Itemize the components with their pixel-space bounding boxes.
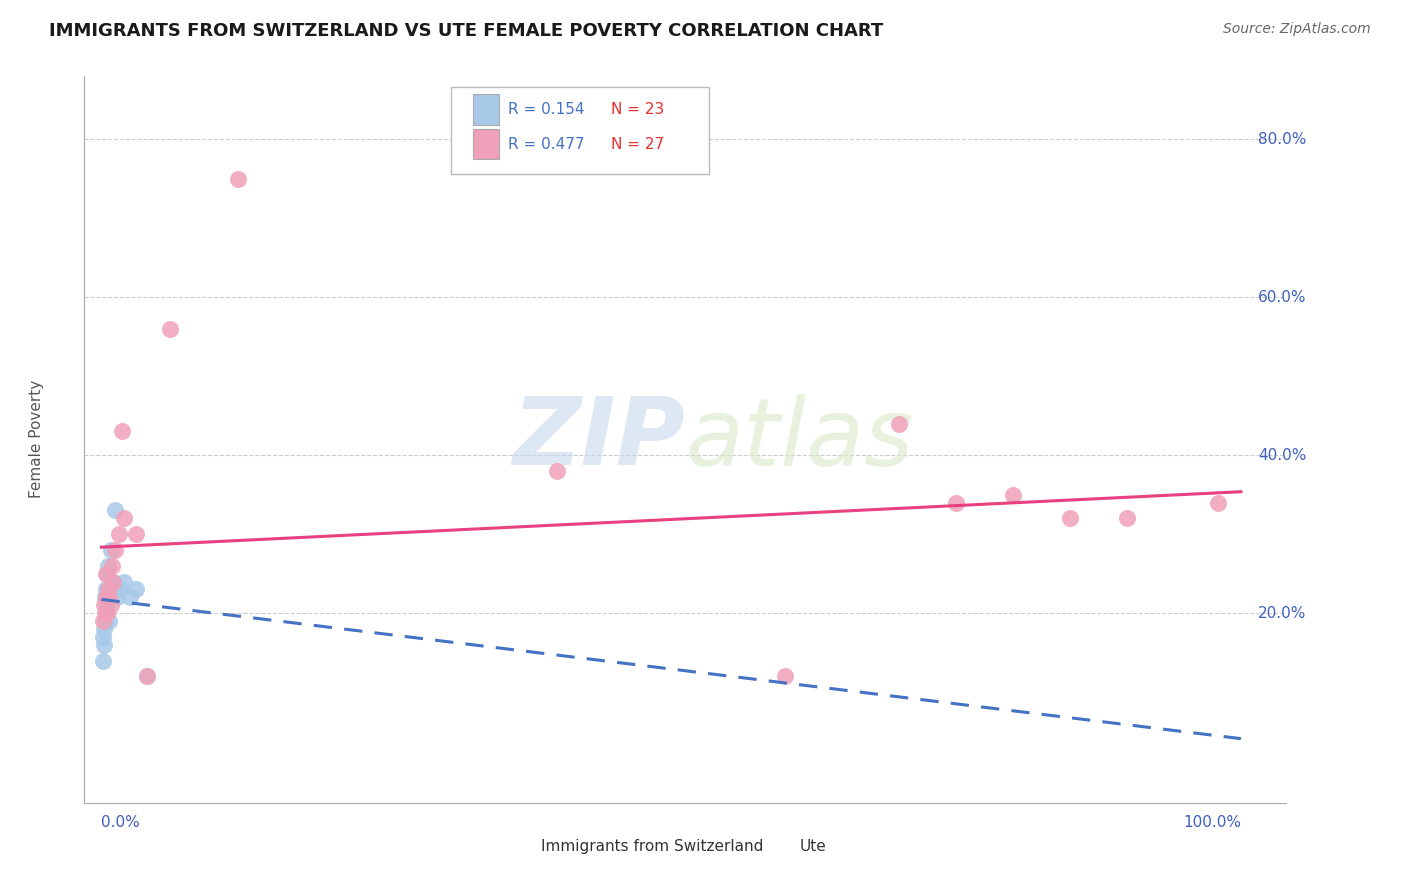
FancyBboxPatch shape — [451, 87, 710, 174]
Text: 0.0%: 0.0% — [101, 814, 141, 830]
Point — [136, 669, 159, 683]
Point — [98, 614, 121, 628]
Text: Female Poverty: Female Poverty — [28, 380, 44, 499]
Text: 100.0%: 100.0% — [1182, 814, 1241, 830]
Point — [97, 558, 120, 573]
Point — [546, 464, 568, 478]
Point — [100, 599, 122, 613]
Point — [91, 614, 114, 628]
Point — [124, 582, 146, 597]
Point — [100, 543, 122, 558]
Point — [1059, 511, 1081, 525]
Text: N = 23: N = 23 — [610, 102, 664, 117]
Point — [100, 558, 122, 573]
Point — [107, 591, 129, 605]
Text: R = 0.154: R = 0.154 — [508, 102, 583, 117]
Text: IMMIGRANTS FROM SWITZERLAND VS UTE FEMALE POVERTY CORRELATION CHART: IMMIGRANTS FROM SWITZERLAND VS UTE FEMAL… — [49, 22, 883, 40]
Point — [94, 566, 117, 581]
Point — [97, 582, 120, 597]
Point — [97, 591, 120, 605]
Point — [159, 321, 181, 335]
Point — [107, 527, 129, 541]
FancyBboxPatch shape — [472, 128, 499, 160]
Text: 20.0%: 20.0% — [1258, 606, 1306, 621]
Text: N = 27: N = 27 — [610, 136, 664, 152]
Point — [98, 591, 121, 605]
Point — [91, 630, 114, 644]
Point — [94, 614, 117, 628]
Point — [93, 622, 115, 636]
Point — [945, 495, 967, 509]
Point — [112, 574, 135, 589]
Point — [91, 654, 114, 668]
Point — [94, 606, 117, 620]
Point — [101, 574, 124, 589]
Point — [124, 527, 146, 541]
Text: Ute: Ute — [800, 838, 827, 854]
Point — [96, 606, 118, 620]
Point — [101, 574, 124, 589]
Text: atlas: atlas — [686, 393, 914, 485]
Text: ZIP: ZIP — [513, 393, 686, 485]
Text: 40.0%: 40.0% — [1258, 448, 1306, 463]
Point — [108, 582, 131, 597]
Text: Source: ZipAtlas.com: Source: ZipAtlas.com — [1223, 22, 1371, 37]
Point — [773, 669, 796, 683]
Point — [94, 591, 117, 605]
Point — [111, 425, 134, 439]
Point — [112, 511, 135, 525]
FancyBboxPatch shape — [512, 836, 536, 857]
Point — [96, 566, 118, 581]
Point — [226, 171, 249, 186]
Point — [96, 599, 118, 613]
FancyBboxPatch shape — [769, 836, 793, 857]
Point — [118, 591, 141, 605]
Point — [98, 582, 121, 597]
Point — [1206, 495, 1229, 509]
Point — [94, 606, 117, 620]
Point — [94, 582, 117, 597]
Text: Immigrants from Switzerland: Immigrants from Switzerland — [541, 838, 763, 854]
Point — [93, 599, 115, 613]
Point — [1001, 488, 1024, 502]
Text: 80.0%: 80.0% — [1258, 131, 1306, 146]
Point — [887, 417, 910, 431]
FancyBboxPatch shape — [472, 94, 499, 125]
Point — [93, 638, 115, 652]
Text: 60.0%: 60.0% — [1258, 290, 1306, 304]
Point — [104, 503, 127, 517]
Text: R = 0.477: R = 0.477 — [508, 136, 583, 152]
Point — [1116, 511, 1139, 525]
Point — [136, 669, 159, 683]
Point — [104, 543, 127, 558]
Point — [94, 591, 117, 605]
